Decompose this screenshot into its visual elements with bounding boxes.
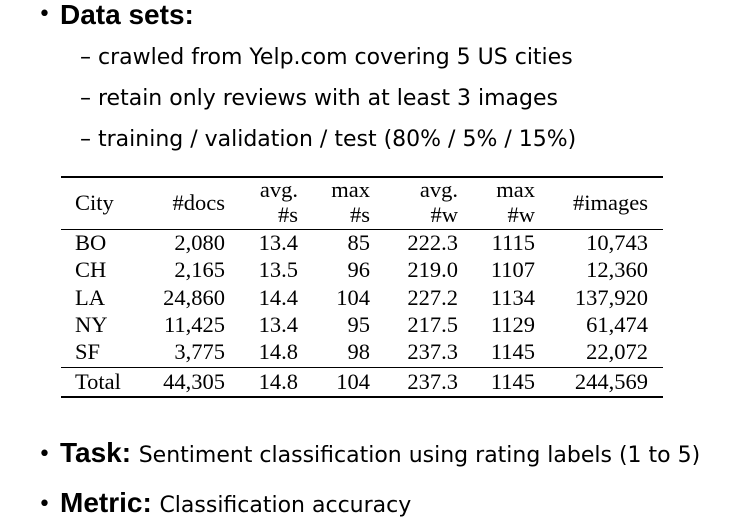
table-cell: 13.4	[258, 230, 298, 255]
table-cell: 3,775	[174, 339, 225, 365]
header-cell: #s	[277, 202, 298, 227]
total-cell: 237.3	[407, 369, 458, 394]
header-cell: #w	[507, 202, 536, 227]
sub-bullet: – retain only reviews with at least 3 im…	[80, 86, 558, 111]
total-cell: 1145	[490, 369, 535, 394]
table-cell: 137,920	[574, 284, 648, 310]
table-cell: 222.3	[407, 230, 458, 255]
table-rule	[61, 229, 663, 230]
table-cell: 2,080	[174, 230, 225, 255]
header-cell: max	[496, 177, 535, 202]
table-cell: NY	[75, 311, 108, 337]
header-cell: #images	[573, 190, 648, 215]
header-cell: City	[75, 190, 114, 215]
table-cell: 237.3	[407, 339, 458, 365]
table-rule	[61, 367, 663, 368]
table-cell: 1115	[491, 230, 535, 255]
table-cell: BO	[75, 230, 107, 255]
bullet-label: Task:	[60, 437, 132, 468]
table-cell: 14.8	[258, 339, 298, 365]
bullet-dot: •	[38, 442, 51, 467]
table-rule	[61, 176, 663, 178]
bullet: Task: Sentiment classification using rat…	[60, 438, 700, 471]
header-cell: #w	[430, 202, 459, 227]
header-cell: #s	[349, 202, 370, 227]
table-cell: 61,474	[586, 311, 648, 337]
sub-bullet: – training / validation / test (80% / 5%…	[80, 127, 577, 152]
table-cell: 22,072	[586, 339, 648, 365]
header-cell: avg.	[419, 177, 458, 202]
table-cell: 1145	[490, 339, 535, 365]
bullet-text: Classification accuracy	[159, 493, 412, 518]
header-cell: max	[331, 177, 370, 202]
table-cell: 1107	[490, 257, 535, 283]
bullet-label: Data sets:	[60, 0, 194, 30]
table-cell: 217.5	[407, 311, 458, 337]
table-cell: 13.4	[258, 311, 298, 337]
table-cell: 1134	[490, 284, 535, 310]
total-cell: 104	[336, 369, 370, 394]
table-rule	[61, 396, 663, 398]
table-cell: 227.2	[407, 284, 458, 310]
total-cell: 244,569	[574, 369, 648, 394]
table-cell: SF	[75, 339, 101, 365]
total-cell: Total	[75, 369, 121, 394]
table-cell: CH	[75, 257, 107, 283]
table-cell: 219.0	[407, 257, 458, 283]
table-cell: LA	[75, 284, 105, 310]
table-cell: 12,360	[586, 257, 648, 283]
bullet: Data sets:	[60, 0, 194, 31]
bullet: Metric: Classification accuracy	[60, 488, 411, 521]
table-cell: 13.5	[258, 257, 298, 283]
total-cell: 44,305	[163, 369, 225, 394]
table-cell: 14.4	[258, 284, 298, 310]
header-cell: #docs	[172, 190, 226, 215]
sub-bullet: – crawled from Yelp.com covering 5 US ci…	[80, 45, 573, 70]
table-cell: 10,743	[586, 230, 648, 255]
table-cell: 96	[347, 257, 371, 283]
table-cell: 95	[347, 311, 371, 337]
bullet-text: Sentiment classification using rating la…	[138, 443, 701, 468]
bullet-label: Metric:	[60, 487, 152, 518]
table-cell: 104	[336, 284, 370, 310]
table-cell: 98	[347, 339, 371, 365]
bullet-dot: •	[38, 2, 51, 27]
table-cell: 24,860	[163, 284, 225, 310]
table-cell: 11,425	[163, 311, 225, 337]
bullet-dot: •	[38, 492, 51, 517]
table-cell: 2,165	[174, 257, 225, 283]
total-cell: 14.8	[258, 369, 298, 394]
header-cell: avg.	[259, 177, 298, 202]
table-cell: 1129	[490, 311, 535, 337]
table-cell: 85	[347, 230, 371, 255]
